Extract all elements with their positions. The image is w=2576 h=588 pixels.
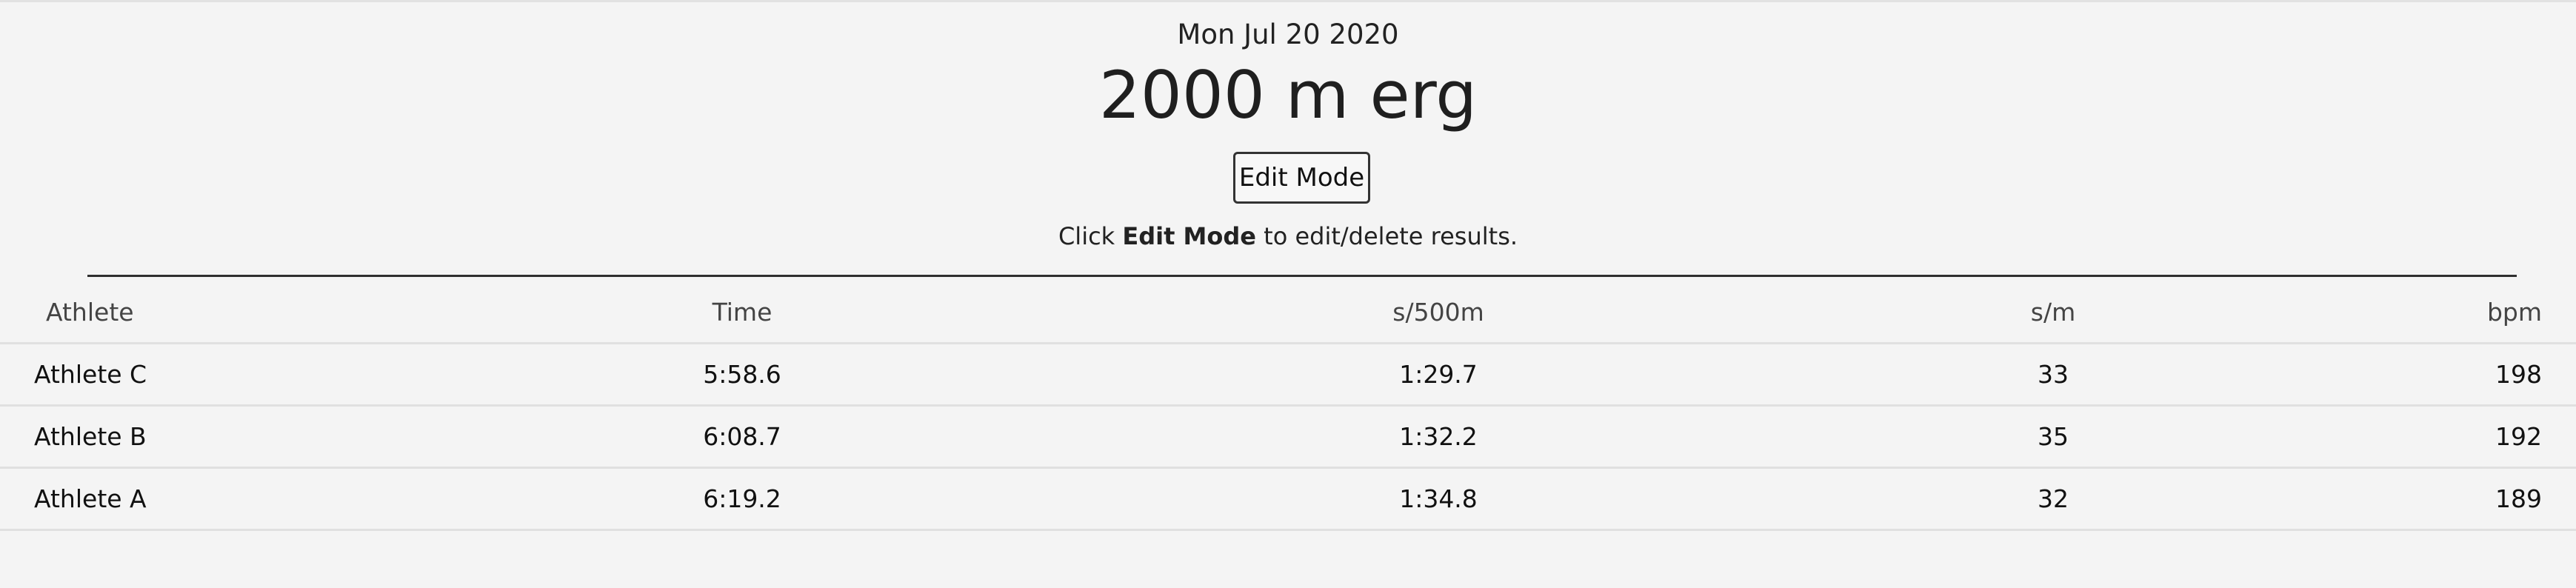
cell-athlete: Athlete B bbox=[0, 405, 394, 469]
cell-heart-rate: 192 bbox=[2320, 405, 2576, 469]
cell-athlete: Athlete C bbox=[0, 343, 394, 407]
table-header-row: Athlete Time s/500m s/m bpm bbox=[0, 281, 2576, 344]
cell-time: 6:19.2 bbox=[394, 467, 1090, 531]
cell-split: 1:29.7 bbox=[1090, 343, 1786, 407]
results-table: Athlete Time s/500m s/m bpm Athlete C 5:… bbox=[0, 281, 2576, 531]
edit-hint: Click Edit Mode to edit/delete results. bbox=[0, 219, 2576, 253]
table-row[interactable]: Athlete C 5:58.6 1:29.7 33 198 bbox=[0, 343, 2576, 407]
cell-stroke-rate: 32 bbox=[1786, 467, 2320, 531]
session-date: Mon Jul 20 2020 bbox=[1177, 19, 1399, 50]
hint-suffix: to edit/delete results. bbox=[1255, 222, 1518, 250]
column-header-stroke-rate[interactable]: s/m bbox=[1786, 281, 2320, 344]
cell-stroke-rate: 33 bbox=[1786, 343, 2320, 407]
column-header-heart-rate[interactable]: bpm bbox=[2320, 281, 2576, 344]
table-row[interactable]: Athlete B 6:08.7 1:32.2 35 192 bbox=[0, 405, 2576, 469]
cell-split: 1:32.2 bbox=[1090, 405, 1786, 469]
hint-emphasis: Edit Mode bbox=[1122, 222, 1256, 250]
top-border bbox=[0, 0, 2576, 2]
cell-split: 1:34.8 bbox=[1090, 467, 1786, 531]
cell-athlete: Athlete A bbox=[0, 467, 394, 531]
cell-stroke-rate: 35 bbox=[1786, 405, 2320, 469]
column-header-athlete[interactable]: Athlete bbox=[0, 281, 394, 344]
hint-prefix: Click bbox=[1058, 222, 1123, 250]
cell-heart-rate: 198 bbox=[2320, 343, 2576, 407]
column-header-time[interactable]: Time bbox=[394, 281, 1090, 344]
page-title: 2000 m erg bbox=[1098, 57, 1478, 133]
cell-time: 6:08.7 bbox=[394, 405, 1090, 469]
edit-mode-button[interactable]: Edit Mode bbox=[1233, 152, 1370, 204]
column-header-split[interactable]: s/500m bbox=[1090, 281, 1786, 344]
cell-time: 5:58.6 bbox=[394, 343, 1090, 407]
table-row[interactable]: Athlete A 6:19.2 1:34.8 32 189 bbox=[0, 467, 2576, 531]
header-divider bbox=[87, 275, 2517, 277]
cell-heart-rate: 189 bbox=[2320, 467, 2576, 531]
